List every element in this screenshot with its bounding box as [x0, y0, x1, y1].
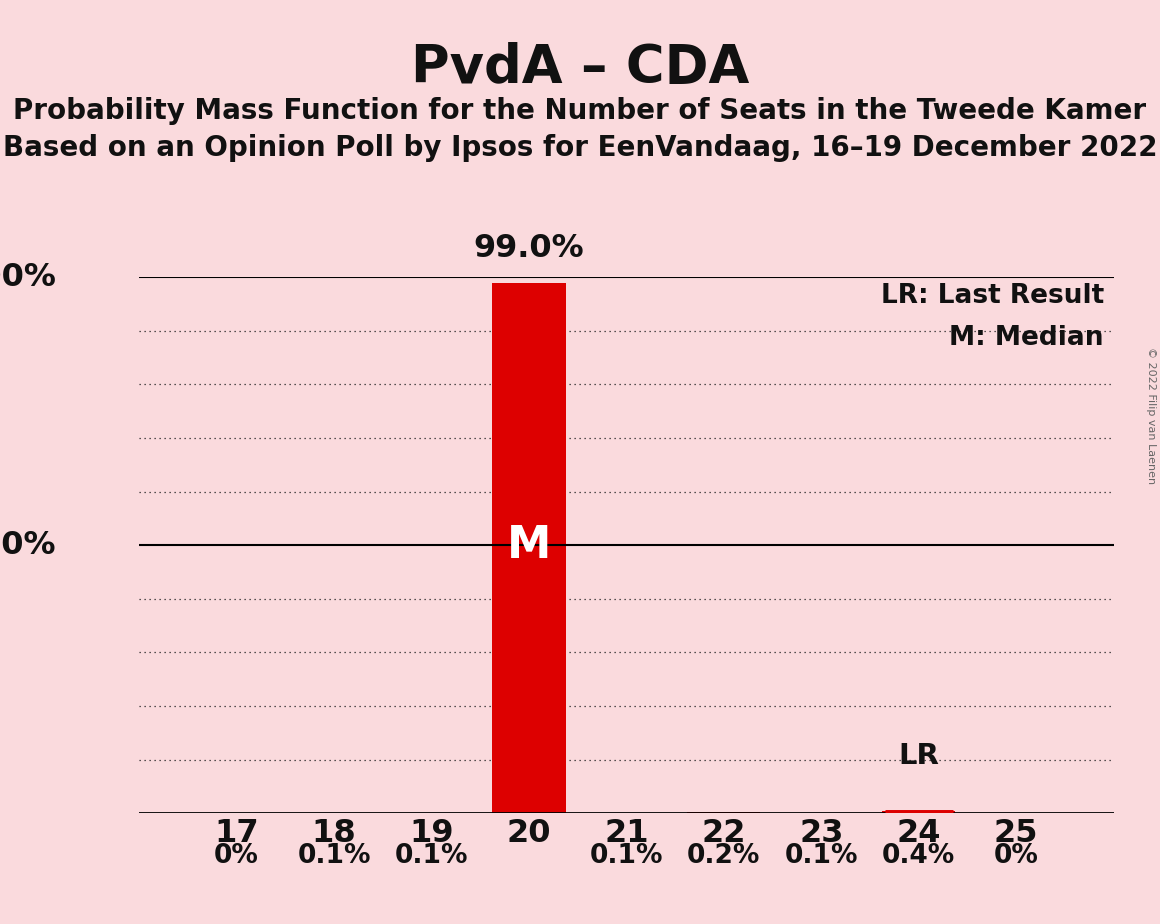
Text: 50%: 50%: [0, 529, 57, 561]
Text: 0.1%: 0.1%: [784, 843, 858, 869]
Text: 99.0%: 99.0%: [473, 233, 585, 264]
Text: Probability Mass Function for the Number of Seats in the Tweede Kamer: Probability Mass Function for the Number…: [14, 97, 1146, 125]
Text: 0.2%: 0.2%: [687, 843, 761, 869]
Bar: [687, 812, 761, 813]
Text: 100%: 100%: [0, 261, 57, 293]
Bar: [493, 283, 566, 813]
Text: Based on an Opinion Poll by Ipsos for EenVandaag, 16–19 December 2022: Based on an Opinion Poll by Ipsos for Ee…: [2, 134, 1158, 162]
Text: LR: LR: [898, 742, 940, 771]
Text: M: M: [507, 524, 551, 566]
Text: PvdA – CDA: PvdA – CDA: [411, 42, 749, 93]
Text: 0.1%: 0.1%: [297, 843, 371, 869]
Text: © 2022 Filip van Laenen: © 2022 Filip van Laenen: [1146, 347, 1155, 484]
Bar: [883, 811, 956, 813]
Text: M: Median: M: Median: [949, 325, 1104, 351]
Text: 0.4%: 0.4%: [882, 843, 956, 869]
Text: 0.1%: 0.1%: [589, 843, 664, 869]
Text: 0.1%: 0.1%: [394, 843, 469, 869]
Text: 0%: 0%: [994, 843, 1038, 869]
Text: LR: Last Result: LR: Last Result: [880, 283, 1104, 309]
Text: 0%: 0%: [215, 843, 259, 869]
